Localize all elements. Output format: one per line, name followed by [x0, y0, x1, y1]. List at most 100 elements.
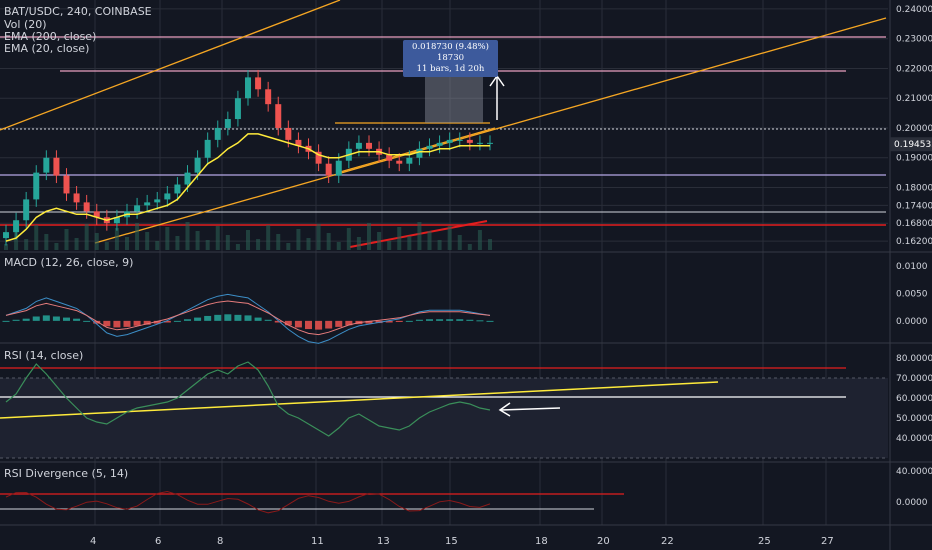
candle-body — [456, 139, 463, 141]
volume-bar — [14, 230, 19, 250]
macd-histogram-bar — [52, 316, 60, 321]
ema20-study-label: EMA (20, close) — [4, 42, 90, 55]
candle-body — [285, 127, 292, 140]
macd-histogram-bar — [315, 320, 323, 330]
volume-bar — [457, 235, 462, 250]
rsi-tick: 40.0000 — [896, 434, 932, 444]
volume-bar — [447, 226, 452, 250]
macd-histogram-bar — [325, 320, 333, 329]
volume-bar — [44, 234, 49, 250]
candle-body — [13, 220, 20, 233]
macd-histogram-bar — [264, 319, 272, 321]
rsi-band — [0, 378, 888, 458]
candle-body — [144, 202, 151, 206]
volume-bar — [367, 223, 371, 250]
volume-bar — [64, 229, 69, 250]
candle-body — [436, 142, 443, 146]
macd-histogram-bar — [244, 315, 252, 321]
candle-body — [406, 157, 413, 164]
macd-histogram-bar — [426, 319, 433, 321]
rsi-pane-title: RSI (14, close) — [4, 349, 84, 362]
candle-body — [335, 160, 342, 176]
macd-histogram-bar — [113, 320, 121, 328]
macd-histogram-bar — [486, 320, 494, 322]
candle-body — [224, 119, 231, 128]
measure-change: 0.018730 (9.48%) 18730 — [412, 42, 489, 63]
volume-bar — [24, 239, 29, 250]
volume-bar — [488, 239, 492, 250]
macd-histogram-bar — [143, 320, 151, 325]
candle-body — [164, 193, 171, 200]
measure-bars: 11 bars, 1d 20h — [416, 64, 485, 74]
volume-bar — [397, 227, 402, 250]
volume-bar — [437, 240, 442, 250]
rsi-tick: 50.0000 — [896, 414, 932, 424]
candle-body — [466, 139, 473, 143]
candle-body — [134, 205, 141, 212]
time-tick: 18 — [535, 536, 548, 547]
time-tick: 8 — [217, 536, 223, 547]
volume-bar — [286, 243, 291, 250]
macd-histogram-bar — [214, 314, 222, 321]
macd-histogram-bar — [305, 320, 312, 330]
macd-histogram-bar — [163, 320, 171, 323]
macd-histogram-bar — [22, 318, 30, 321]
volume-bar — [387, 241, 392, 250]
volume-bar — [336, 242, 341, 250]
macd-histogram-bar — [184, 319, 191, 321]
candle-body — [33, 172, 40, 200]
volume-bar — [195, 231, 200, 250]
volume-bar — [205, 240, 210, 250]
macd-histogram-bar — [365, 320, 373, 324]
measure-tooltip: 0.018730 (9.48%) 18730 11 bars, 1d 20h — [403, 40, 498, 77]
time-tick: 15 — [445, 536, 458, 547]
current-price-label: 0.194533 — [894, 140, 932, 150]
macd-histogram-bar — [446, 319, 454, 321]
macd-histogram-bar — [224, 314, 232, 321]
candle-body — [63, 175, 70, 194]
macd-histogram-bar — [436, 319, 444, 321]
time-tick: 27 — [821, 536, 834, 547]
macd-histogram-bar — [234, 314, 242, 321]
macd-histogram-bar — [284, 320, 292, 326]
macd-histogram-bar — [274, 320, 282, 323]
volume-bar — [477, 230, 482, 250]
macd-histogram-bar — [103, 320, 111, 327]
volume-bar — [346, 228, 351, 250]
rsi-pane — [0, 361, 888, 459]
candle-body — [3, 232, 9, 239]
candles — [3, 69, 493, 246]
candle-body — [396, 160, 403, 164]
channel-lower — [94, 17, 887, 244]
divergence-pane — [0, 490, 624, 514]
volume-bar — [84, 224, 89, 250]
volume-bar — [74, 238, 79, 250]
volume-bar — [34, 225, 39, 250]
macd-histogram-bar — [173, 320, 181, 322]
volume-bar — [4, 244, 8, 250]
volume-bar — [104, 242, 109, 250]
candle-body — [73, 193, 80, 203]
volume-bar — [145, 232, 150, 250]
volume-bar — [266, 225, 271, 250]
macd-histogram-bar — [194, 317, 202, 321]
signal-line — [5, 300, 491, 336]
candle-body — [234, 98, 241, 120]
volume-bar — [296, 229, 301, 250]
divergence-tick: 0.0000 — [896, 498, 928, 508]
macd-histogram-bar — [385, 320, 393, 323]
candle-body — [83, 202, 90, 212]
volume-bar — [417, 222, 422, 250]
volume-bar — [225, 235, 230, 250]
candle-body — [265, 89, 272, 105]
candle-body — [295, 139, 302, 146]
macd-tick: 0.0000 — [896, 317, 928, 327]
volume-bar — [125, 237, 129, 250]
